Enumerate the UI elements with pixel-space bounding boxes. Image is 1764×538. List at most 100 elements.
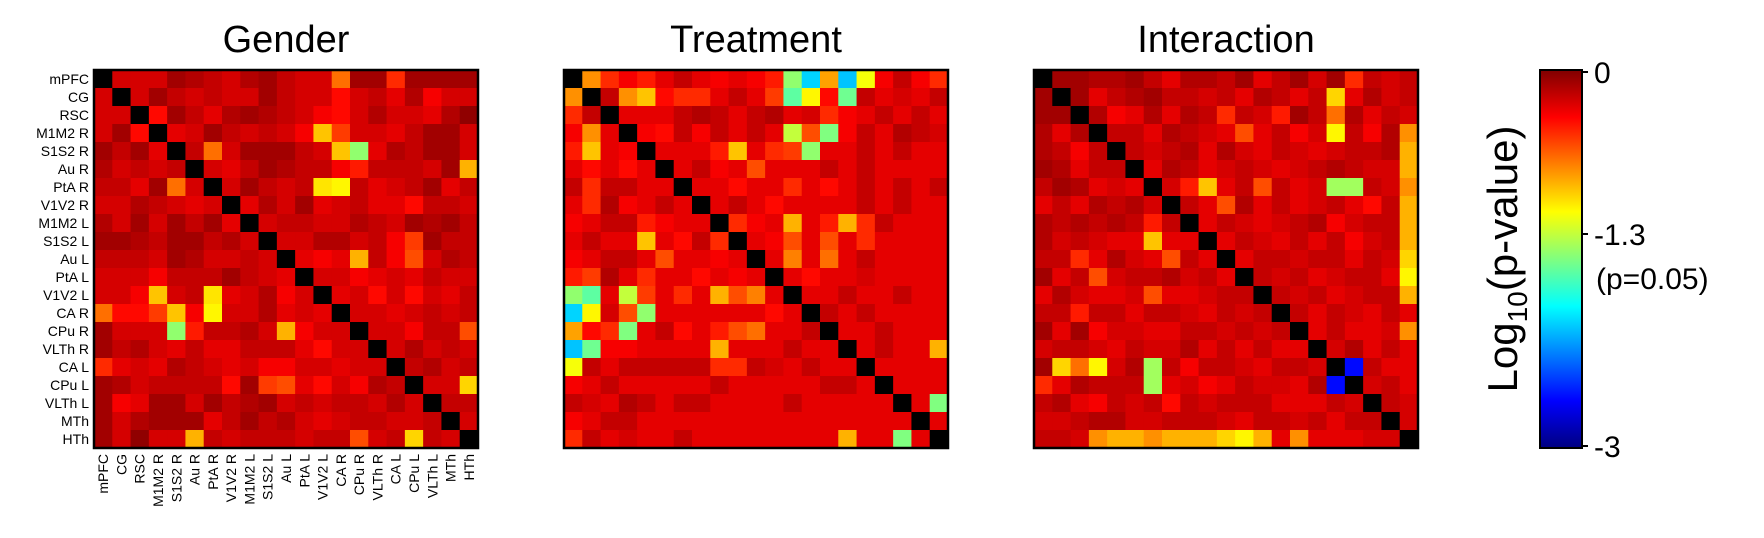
heatmap-cell	[820, 394, 839, 413]
heatmap-cell	[801, 322, 821, 341]
heatmap-cell	[929, 160, 949, 179]
heatmap-cell	[130, 196, 150, 215]
heatmap-cell	[331, 376, 351, 395]
heatmap-cell	[276, 178, 296, 197]
heatmap-cell	[441, 70, 461, 89]
heatmap-cell	[130, 250, 150, 269]
row-label: MTh	[61, 413, 89, 429]
heatmap-cell	[1271, 412, 1291, 431]
heatmap-cell	[1125, 178, 1145, 197]
heatmap-cell	[600, 394, 620, 413]
heatmap-cell	[673, 340, 693, 359]
heatmap-cell	[1052, 430, 1072, 449]
heatmap-cell	[1143, 412, 1163, 431]
heatmap-cell	[1381, 430, 1401, 449]
heatmap-cell	[820, 322, 839, 341]
heatmap-cell	[1344, 286, 1364, 305]
row-label: Au L	[60, 251, 89, 267]
heatmap-cell	[240, 340, 260, 359]
heatmap-cell	[185, 340, 205, 359]
heatmap-cell	[1271, 88, 1291, 107]
heatmap-cell	[728, 268, 748, 287]
heatmap-cell	[1107, 430, 1127, 449]
heatmap-cell	[874, 232, 894, 251]
colorbar-tick-0: 0	[1594, 57, 1611, 90]
heatmap-cell	[350, 124, 369, 143]
heatmap-cell	[130, 304, 150, 323]
heatmap-cell	[1107, 160, 1127, 179]
heatmap-cell	[929, 214, 949, 233]
heatmap-cell	[582, 196, 602, 215]
heatmap-cell	[1107, 70, 1127, 89]
row-label: CA R	[56, 305, 89, 321]
heatmap-cell	[130, 268, 150, 287]
heatmap-cell	[820, 70, 839, 89]
heatmap-cell	[185, 106, 205, 125]
heatmap-cell	[313, 70, 333, 89]
heatmap-cell	[911, 322, 931, 341]
heatmap-cell	[295, 178, 315, 197]
heatmap-cell	[1125, 358, 1145, 377]
heatmap-cell	[655, 142, 675, 161]
heatmap-cell	[276, 286, 296, 305]
heatmap-cell	[728, 286, 748, 305]
heatmap-cell	[313, 214, 333, 233]
heatmap-cell	[564, 214, 583, 233]
heatmap-cell	[655, 340, 675, 359]
heatmap-cell	[893, 70, 913, 89]
heatmap-cell	[856, 160, 876, 179]
heatmap-cell	[368, 232, 388, 251]
heatmap-cell	[1216, 88, 1236, 107]
heatmap-cell	[1253, 358, 1273, 377]
heatmap-cell	[441, 232, 461, 251]
heatmap-cell	[820, 412, 839, 431]
heatmap-cell	[1235, 214, 1255, 233]
heatmap-cell	[1253, 106, 1273, 125]
heatmap-cell	[1052, 214, 1072, 233]
heatmap-cell	[386, 124, 406, 143]
heatmap-cell	[1034, 196, 1053, 215]
heatmap-cell	[618, 178, 638, 197]
heatmap-cell	[441, 160, 461, 179]
heatmap-cell	[331, 286, 351, 305]
heatmap-cell	[618, 394, 638, 413]
heatmap-cell	[112, 268, 132, 287]
heatmap-cell	[673, 196, 693, 215]
heatmap-cell	[1308, 340, 1328, 359]
heatmap-cell	[276, 430, 296, 449]
heatmap-cell	[820, 124, 839, 143]
heatmap-cell	[1381, 394, 1401, 413]
heatmap-cell	[1216, 376, 1236, 395]
heatmap-cell	[655, 412, 675, 431]
heatmap-cell	[423, 70, 443, 89]
heatmap-cell	[1235, 124, 1255, 143]
heatmap-cell	[112, 376, 132, 395]
heatmap-cell	[1235, 232, 1255, 251]
heatmap-cell	[1326, 394, 1346, 413]
heatmap-cell	[655, 358, 675, 377]
heatmap-cell	[130, 70, 150, 89]
heatmap-cell	[441, 196, 461, 215]
heatmap-cell	[350, 358, 369, 377]
heatmap-cell	[1180, 412, 1200, 431]
heatmap-cell	[1070, 124, 1090, 143]
heatmap-cell	[1271, 376, 1291, 395]
heatmap-cell	[692, 250, 711, 269]
heatmap-cell	[368, 250, 388, 269]
heatmap-cell	[1034, 106, 1053, 125]
heatmap-cell	[130, 124, 150, 143]
heatmap-cell	[801, 430, 821, 449]
heatmap-cell	[94, 358, 113, 377]
heatmap-cell	[185, 394, 205, 413]
heatmap-cell	[856, 250, 876, 269]
heatmap-cell	[222, 106, 241, 125]
heatmap-cell	[386, 322, 406, 341]
heatmap-cell	[240, 214, 260, 233]
heatmap-cell	[94, 322, 113, 341]
heatmap-cell	[783, 286, 803, 305]
heatmap-cell	[1107, 268, 1127, 287]
heatmap-cell	[600, 214, 620, 233]
heatmap-cell	[1235, 196, 1255, 215]
heatmap-cell	[728, 340, 748, 359]
heatmap-cell	[148, 340, 168, 359]
